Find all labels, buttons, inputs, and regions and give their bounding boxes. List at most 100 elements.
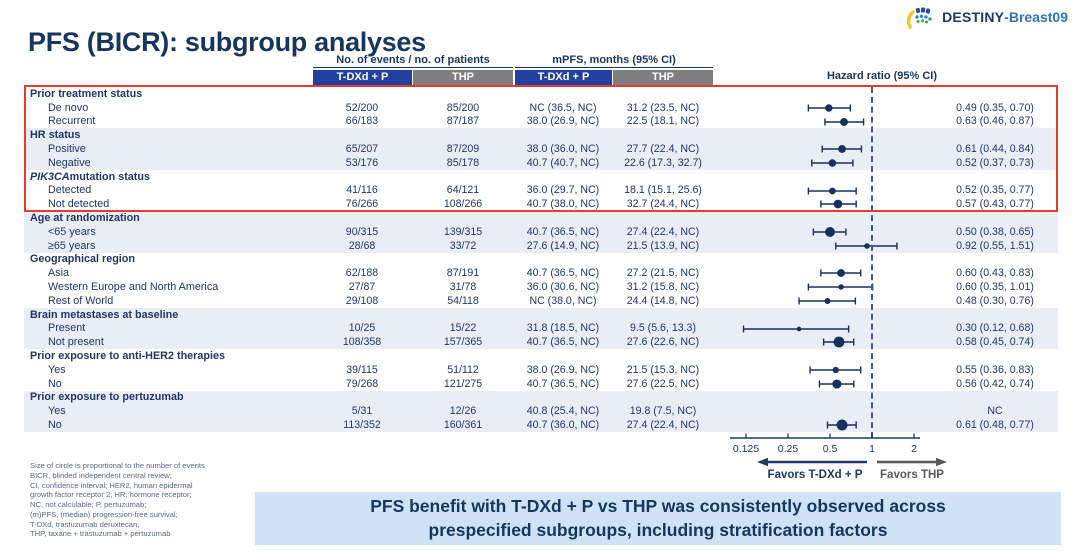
study-name: DESTINY-Breast09 xyxy=(942,9,1068,27)
footnote-line: THP, taxane + trastuzumab + pertuzumab xyxy=(30,529,171,539)
mpfs-thp-cell: 32.7 (24.4, NC) xyxy=(626,198,700,211)
events-tdxd-p-cell: 113/352 xyxy=(343,419,381,432)
footnote-line: Size of circle is proportional to the nu… xyxy=(30,461,205,470)
footnotes: Size of circle is proportional to the nu… xyxy=(30,461,205,539)
events-thp-cell: 31/78 xyxy=(449,281,477,294)
mpfs-tdxd-p-cell: 38.0 (26.9, NC) xyxy=(526,115,600,128)
subgroup-header-row: Prior exposure to anti-HER2 therapies xyxy=(24,349,1058,363)
events-thp-cell: 85/178 xyxy=(446,156,480,169)
subgroup-label: PIK3CA mutation status xyxy=(30,170,150,183)
mpfs-thp-cell: 22.6 (17.3, 32.7) xyxy=(624,156,702,169)
hazard-ratio-value-cell: 0.52 (0.37, 0.73) xyxy=(956,156,1034,169)
subgroup-label: Rest of World xyxy=(48,294,114,307)
favors-thp-label: Favors THP xyxy=(880,469,944,481)
events-tdxd-p-cell: 52/200 xyxy=(345,101,379,114)
subgroup-label: ≥65 years xyxy=(48,239,96,252)
hazard-ratio-value-cell: 0.92 (0.55, 1.51) xyxy=(956,239,1034,252)
footnote-line: NC, not calculable; P, pertuzumab; xyxy=(30,500,147,510)
conclusion-banner: PFS benefit with T-DXd + P vs THP was co… xyxy=(255,492,1061,545)
mpfs-thp-cell: 18.1 (15.1, 25.6) xyxy=(624,184,702,197)
subgroup-data-row: Recurrent 66/183 87/187 38.0 (26.9, NC) 22.5… xyxy=(24,115,1058,129)
subgroup-label: Asia xyxy=(48,267,70,280)
svg-text:0.125: 0.125 xyxy=(733,443,759,455)
subgroup-data-row: Asia 62/188 87/191 40.7 (36.5, NC) 27.2 (21.… xyxy=(24,266,1058,280)
mpfs-thp-cell: 31.2 (23.5, NC) xyxy=(626,101,700,114)
mpfs-thp-cell: 27.7 (22.4, NC) xyxy=(626,143,700,156)
subgroup-label: Brain metastases at baseline xyxy=(30,308,179,321)
subgroup-data-row: <65 years 90/315 139/315 40.7 (36.5, NC) 27.… xyxy=(24,224,1058,239)
mpfs-thp-cell: 27.4 (22.4, NC) xyxy=(626,419,700,432)
subgroup-data-row: Not detected 76/266 108/266 40.7 (38.0, NC)… xyxy=(24,197,1058,211)
mpfs-thp-cell: 21.5 (15.3, NC) xyxy=(626,363,700,376)
subgroup-data-row: No 113/352 160/361 40.7 (36.0, NC) 27.4 (22.… xyxy=(24,418,1058,432)
subgroup-data-row: Negative 53/176 85/178 40.7 (40.7, NC) 22.6 … xyxy=(24,155,1058,170)
hazard-ratio-value-cell: 0.61 (0.48, 0.77) xyxy=(956,419,1034,432)
events-tdxd-p-cell: 62/188 xyxy=(345,267,379,280)
events-tdxd-p-cell: 5/31 xyxy=(351,405,373,418)
mpfs-thp-cell: 27.6 (22.6, NC) xyxy=(626,336,700,349)
svg-text:2: 2 xyxy=(911,443,917,455)
hazard-ratio-value-cell: 0.48 (0.30, 0.76) xyxy=(956,294,1034,307)
mpfs-thp-cell: 19.8 (7.5, NC) xyxy=(629,405,697,418)
mpfs-thp-cell: 24.4 (14.8, NC) xyxy=(626,294,700,307)
events-tdxd-p-cell: 27/87 xyxy=(348,281,376,294)
mpfs-tdxd-p-cell: 38.0 (36.0, NC) xyxy=(526,143,600,156)
subgroup-label: Detected xyxy=(48,184,92,197)
subgroup-data-row: Yes 5/31 12/26 40.8 (25.4, NC) 19.8 (7.5, NC… xyxy=(24,404,1058,419)
events-tdxd-p-cell: 53/176 xyxy=(345,156,379,169)
subgroup-label: Prior exposure to pertuzumab xyxy=(30,391,184,404)
arm-band-thp-events: THP xyxy=(413,70,513,85)
mpfs-tdxd-p-cell: 27.6 (14.9, NC) xyxy=(526,239,600,252)
hazard-ratio-value-cell: 0.49 (0.35, 0.70) xyxy=(956,101,1034,114)
hazard-ratio-value-cell: 0.57 (0.43, 0.77) xyxy=(956,198,1034,211)
mpfs-thp-cell: 22.5 (18.1, NC) xyxy=(626,115,700,128)
mpfs-tdxd-p-cell: 40.7 (36.5, NC) xyxy=(526,336,600,349)
events-thp-cell: 51/112 xyxy=(447,363,479,376)
subgroup-label: Not present xyxy=(48,336,104,349)
hazard-ratio-value-cell: 0.30 (0.12, 0.68) xyxy=(956,322,1034,335)
events-thp-cell: 160/361 xyxy=(443,419,483,432)
subgroup-data-row: Yes 39/115 51/112 38.0 (26.9, NC) 21.5 (15.3… xyxy=(24,363,1058,377)
subgroup-label: Prior treatment status xyxy=(30,87,143,100)
mpfs-thp-cell: 9.5 (5.6, 13.3) xyxy=(630,322,696,335)
subgroup-header-row: Brain metastases at baseline xyxy=(24,307,1058,322)
subgroup-data-row: No 79/268 121/275 40.7 (36.5, NC) 27.6 (22.5… xyxy=(24,377,1058,391)
subgroup-label: Present xyxy=(48,322,86,335)
events-tdxd-p-cell: 10/25 xyxy=(348,322,376,335)
hazard-ratio-value-cell: 0.63 (0.46, 0.87) xyxy=(956,115,1034,128)
subgroup-header-row: Prior treatment status xyxy=(24,87,1058,101)
events-thp-cell: 139/315 xyxy=(443,225,483,238)
study-name-suffix: -Breast09 xyxy=(1004,9,1068,25)
mpfs-tdxd-p-cell: 40.7 (36.0, NC) xyxy=(526,419,600,432)
subgroup-label: Negative xyxy=(48,156,91,169)
events-tdxd-p-cell: 90/315 xyxy=(345,225,379,238)
mpfs-tdxd-p-cell: 40.7 (36.5, NC) xyxy=(526,377,600,390)
subgroup-label: Not detected xyxy=(48,198,110,211)
arm-band-tdxd-events: T-DXd + P xyxy=(313,70,412,85)
page-title: PFS (BICR): subgroup analyses xyxy=(28,27,426,57)
hr-axis: 0.125 0.25 0.5 1 2 Favors T-DXd + P Favors THP xyxy=(730,433,947,481)
mpfs-tdxd-p-cell: NC (36.5, NC) xyxy=(529,101,597,114)
subgroup-data-row: Present 10/25 15/22 31.8 (18.5, NC) 9.5 (5.6… xyxy=(24,321,1058,336)
mpfs-tdxd-p-cell: 38.0 (26.9, NC) xyxy=(526,363,600,376)
subgroup-header-row: Prior exposure to pertuzumab xyxy=(24,390,1058,405)
mpfs-column-header: mPFS, months (95% CI) xyxy=(515,54,713,68)
mpfs-tdxd-p-cell: NC (38.0, NC) xyxy=(529,294,597,307)
hazard-ratio-value-cell: 0.60 (0.35, 1.01) xyxy=(956,281,1034,294)
events-tdxd-p-cell: 39/115 xyxy=(346,363,378,376)
hazard-ratio-value-cell: 0.58 (0.45, 0.74) xyxy=(956,336,1034,349)
events-thp-cell: 33/72 xyxy=(449,239,477,252)
mpfs-tdxd-p-cell: 36.0 (29.7, NC) xyxy=(526,184,600,197)
study-name-bold: DESTINY xyxy=(942,9,1005,25)
events-thp-cell: 64/121 xyxy=(446,184,480,197)
events-tdxd-p-cell: 79/268 xyxy=(345,377,379,390)
svg-text:0.25: 0.25 xyxy=(778,443,799,455)
subgroup-label: Prior exposure to anti-HER2 therapies xyxy=(30,350,225,363)
events-thp-cell: 15/22 xyxy=(449,322,477,335)
footnote-line: T-DXd, trastuzumab deruxtecan; xyxy=(30,519,140,529)
subgroup-data-row: Rest of World 29/108 54/118 NC (38.0, NC) 24… xyxy=(24,294,1058,308)
mpfs-tdxd-p-cell: 40.7 (36.5, NC) xyxy=(526,225,600,238)
subgroup-header-row: HR status xyxy=(24,128,1058,143)
subgroup-header-row: Age at randomization xyxy=(24,211,1058,225)
